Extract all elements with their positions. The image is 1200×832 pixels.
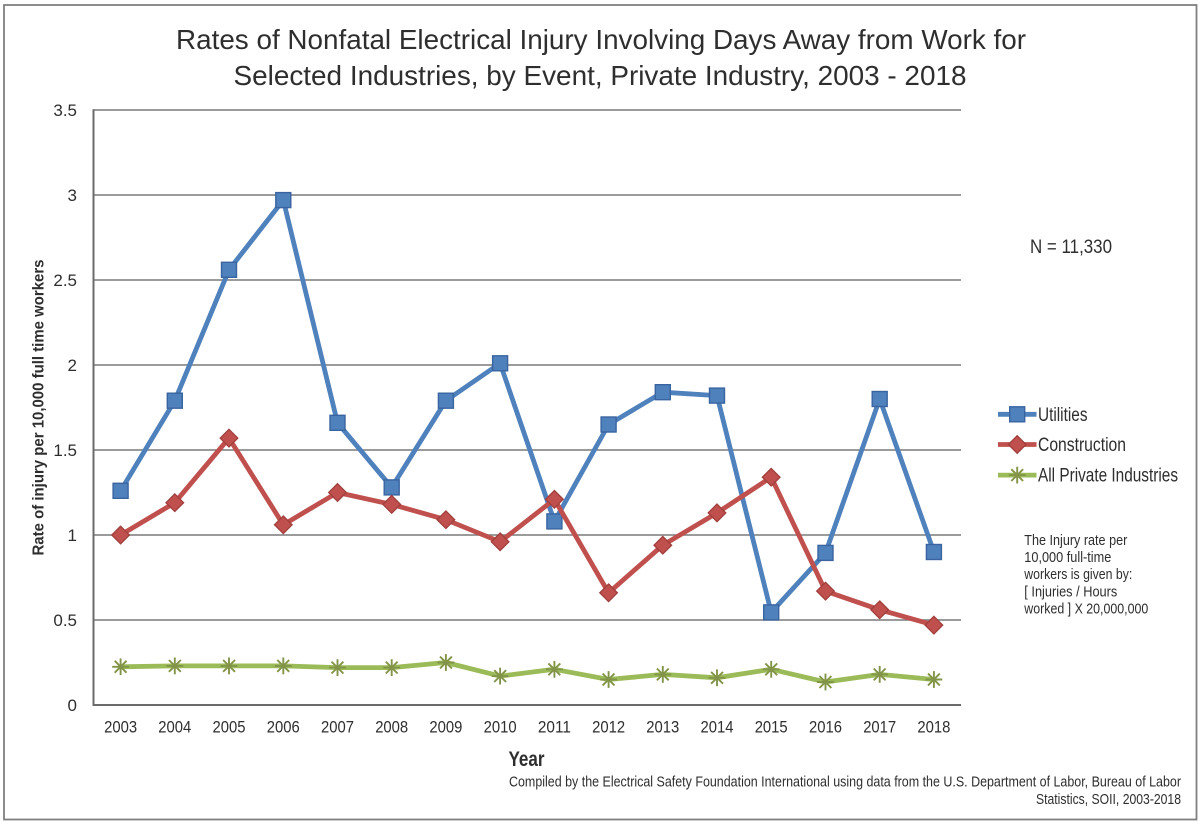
svg-text:1.5: 1.5 [53,441,77,460]
svg-text:2007: 2007 [321,718,354,737]
svg-text:10,000 full-time: 10,000 full-time [1024,549,1111,566]
svg-text:3: 3 [68,186,77,205]
svg-text:Rates of Nonfatal Electrical I: Rates of Nonfatal Electrical Injury Invo… [176,24,1026,55]
svg-text:2008: 2008 [375,718,408,737]
svg-text:The Injury rate per: The Injury rate per [1024,532,1127,549]
svg-text:Statistics, SOII, 2003-2018: Statistics, SOII, 2003-2018 [1036,791,1181,808]
svg-text:2017: 2017 [863,718,896,737]
svg-text:All Private Industries: All Private Industries [1038,466,1178,487]
svg-text:2011: 2011 [538,718,571,737]
svg-text:2.5: 2.5 [53,271,77,290]
svg-text:2013: 2013 [646,718,679,737]
svg-text:workers is given by:: workers is given by: [1023,566,1132,583]
svg-text:0.5: 0.5 [53,611,77,630]
svg-text:[ Injuries / Hours: [ Injuries / Hours [1024,583,1117,600]
svg-text:3.5: 3.5 [53,101,77,120]
svg-text:worked ] X 20,000,000: worked ] X 20,000,000 [1023,601,1148,618]
svg-text:2014: 2014 [701,718,734,737]
svg-text:2004: 2004 [158,718,191,737]
svg-text:Utilities: Utilities [1038,405,1088,426]
svg-text:2009: 2009 [429,718,462,737]
svg-text:2015: 2015 [755,718,788,737]
svg-text:2003: 2003 [104,718,137,737]
svg-text:2: 2 [68,356,77,375]
svg-text:2018: 2018 [917,718,950,737]
svg-text:Rate of injury per 10,000 full: Rate of injury per 10,000 full time work… [31,259,48,555]
svg-text:2016: 2016 [809,718,842,737]
svg-text:2012: 2012 [592,718,625,737]
svg-text:Compiled by the Electrical Saf: Compiled by the Electrical Safety Founda… [509,774,1181,791]
svg-text:2005: 2005 [213,718,246,737]
svg-text:0: 0 [68,696,77,715]
svg-text:2010: 2010 [484,718,517,737]
svg-text:2006: 2006 [267,718,300,737]
svg-text:N = 11,330: N = 11,330 [1030,237,1112,258]
svg-text:1: 1 [68,526,77,545]
svg-text:Selected Industries, by Event,: Selected Industries, by Event, Private I… [234,60,967,91]
svg-text:Construction: Construction [1038,435,1126,456]
svg-text:Year: Year [509,748,545,771]
